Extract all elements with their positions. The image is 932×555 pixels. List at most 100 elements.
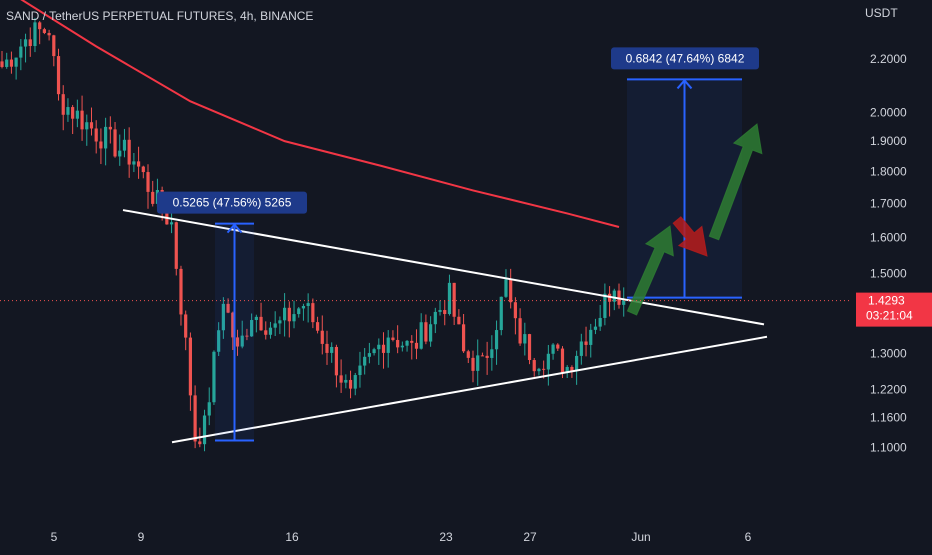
candle-body: [476, 355, 480, 371]
candle-body: [306, 303, 310, 306]
measure-arrowhead: [226, 223, 243, 234]
time-tick-label: Jun: [631, 530, 650, 544]
price-tick-label: 2.2000: [870, 52, 907, 66]
time-axis[interactable]: 5 9 16 23 27 Jun 6: [51, 530, 752, 544]
forecast-arrow[interactable]: [708, 123, 763, 241]
candle-body: [353, 375, 357, 389]
forecast-arrow[interactable]: [672, 216, 708, 257]
candle-body: [457, 316, 461, 325]
moving-average-line: [20, 0, 620, 228]
candle-body: [254, 316, 258, 321]
candle-body: [542, 368, 546, 370]
candle-body: [207, 402, 211, 416]
price-tag: [856, 292, 932, 327]
candle-body: [80, 110, 84, 130]
candle-body: [184, 314, 188, 338]
price-tick-label: 1.1600: [870, 411, 907, 425]
candle-body: [301, 305, 306, 309]
price-tick-label: 1.7000: [870, 196, 907, 210]
measure-label-box: [157, 191, 307, 214]
candle-body: [410, 340, 414, 343]
candle-body: [268, 327, 273, 335]
candle-body: [71, 107, 75, 119]
candle-body: [94, 128, 98, 142]
candle-body: [0, 61, 4, 67]
candle-body: [589, 329, 593, 345]
candle-body: [85, 122, 89, 130]
candle-body: [136, 161, 141, 167]
candle-body: [108, 126, 112, 130]
candle-body: [9, 59, 14, 67]
candle-body: [386, 337, 390, 353]
candle-body: [537, 368, 541, 372]
price-tick-label: 1.8000: [870, 164, 907, 178]
candle-body: [118, 150, 122, 157]
price-tick-label: 1.5000: [870, 267, 907, 281]
candle-body: [452, 282, 456, 317]
candle-body: [400, 345, 404, 348]
candle-body: [75, 110, 79, 119]
forecast-arrows-layer: [626, 123, 763, 316]
candle-body: [283, 307, 287, 321]
candle-body: [565, 366, 569, 373]
measure-label: 0.5265 (47.56%) 5265: [173, 196, 292, 210]
candle-body: [212, 351, 216, 403]
candle-body: [174, 222, 178, 269]
candle-body: [358, 365, 362, 376]
candle-body: [363, 356, 367, 366]
candle-body: [485, 355, 489, 358]
candle-body: [169, 222, 174, 225]
candle-body: [198, 441, 202, 445]
candle-body: [396, 339, 400, 348]
candle-body: [344, 379, 348, 383]
candle-body: [226, 303, 230, 313]
candle-body: [603, 293, 607, 318]
candle-body: [504, 279, 508, 297]
price-axis[interactable]: 2.2000 2.0000 1.9000 1.8000 1.7000 1.6000 1.50…: [870, 52, 907, 454]
candle-body: [14, 57, 18, 67]
candle-body: [127, 139, 131, 165]
candle-body: [499, 296, 503, 331]
candle-body: [33, 22, 37, 47]
candle-body: [546, 353, 550, 370]
trendline[interactable]: [171, 335, 768, 444]
candle-body: [523, 334, 527, 344]
candle-body: [570, 366, 574, 371]
candle-body: [42, 29, 46, 33]
price-tick-label: 1.6000: [870, 230, 907, 244]
measure-tools-layer: 0.5265 (47.56%) 5265 0.6842 (47.64%) 6842: [157, 47, 759, 442]
candle-body: [122, 139, 127, 151]
candle-body: [231, 312, 235, 338]
candle-body: [132, 161, 136, 165]
candle-body: [141, 166, 145, 173]
price-tick-label: 1.2200: [870, 382, 907, 396]
symbol-title[interactable]: SAND / TetherUS PERPETUAL FUTURES, 4h, B…: [6, 9, 313, 23]
candle-body: [56, 56, 61, 95]
candle-body: [556, 344, 560, 349]
candle-body: [532, 360, 536, 372]
candle-body: [490, 349, 494, 358]
candle-body: [19, 46, 23, 58]
candle-body: [622, 300, 626, 305]
time-tick-label: 23: [439, 530, 453, 544]
candle-body: [325, 343, 329, 353]
candle-body: [151, 191, 155, 204]
candle-body: [47, 32, 51, 36]
candle-body: [311, 303, 315, 323]
candle-body: [593, 326, 598, 330]
candle-body: [235, 337, 240, 347]
candle-body: [259, 316, 263, 331]
candle-body: [89, 122, 94, 129]
candle-body: [66, 107, 70, 115]
candle-body: [188, 337, 192, 396]
candle-body: [438, 310, 442, 312]
candle-body: [334, 346, 339, 376]
candle-body: [287, 307, 291, 322]
candle-body: [447, 282, 452, 315]
time-tick-label: 5: [51, 530, 58, 544]
candle-body: [330, 346, 334, 353]
price-tick-label: 2.0000: [870, 105, 907, 119]
candle-body: [518, 318, 522, 344]
